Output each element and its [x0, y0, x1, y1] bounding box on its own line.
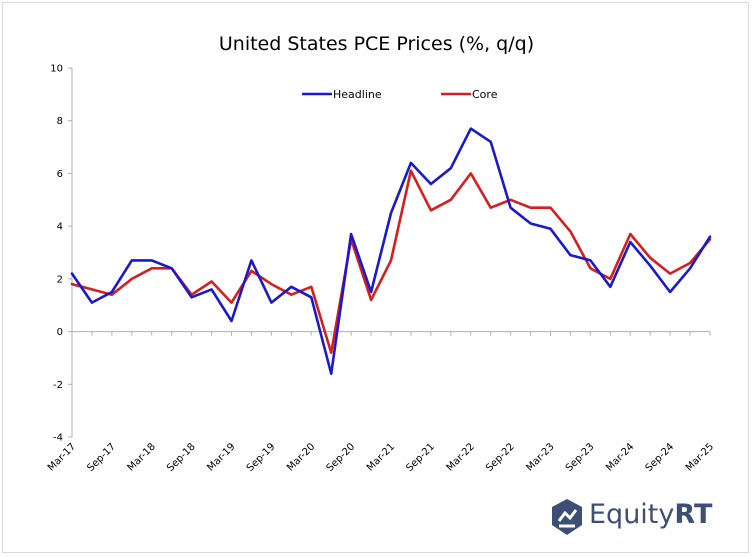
x-tick-label: Sep-17: [85, 441, 118, 474]
x-tick-label: Mar-24: [604, 441, 636, 473]
y-tick-label: 2: [57, 274, 63, 285]
x-tick-label: Mar-19: [205, 441, 237, 473]
y-tick-label: 4: [57, 222, 63, 233]
series-line-core: [70, 169, 712, 355]
y-tick-label: 0: [57, 327, 63, 338]
x-tick-label: Sep-22: [484, 441, 517, 474]
x-tick-label: Mar-21: [365, 441, 397, 473]
x-tick-label: Mar-22: [445, 441, 477, 473]
y-tick-label: 10: [50, 64, 63, 75]
legend: Headline Core: [302, 88, 498, 101]
y-tick-label: -2: [53, 380, 63, 391]
x-tick-label: Sep-18: [165, 441, 198, 474]
series-lines: [70, 127, 712, 376]
legend-label-core: Core: [472, 88, 498, 101]
x-tick-label: Mar-17: [46, 441, 78, 473]
y-tick-label: 8: [57, 116, 63, 127]
legend-label-headline: Headline: [333, 88, 382, 101]
logo-text-main: Equity: [589, 499, 675, 530]
x-axis: Mar-17 Sep-17 Mar-18 Sep-18 Mar-19 Sep-19 Mar-…: [46, 331, 716, 474]
x-tick-label: Mar-18: [126, 441, 158, 473]
x-tick-label: Mar-20: [285, 441, 317, 473]
y-tick-label: -4: [53, 433, 63, 444]
x-tick-label: Mar-25: [684, 441, 716, 473]
equityrt-wordmark: EquityRT: [589, 499, 712, 530]
x-tick-label: Mar-23: [524, 441, 556, 473]
chart-title: United States PCE Prices (%, q/q): [218, 33, 535, 55]
logo-text-bold: RT: [674, 499, 713, 530]
y-tick-label: 6: [57, 169, 63, 180]
x-tick-label: Sep-19: [245, 441, 278, 474]
x-tick-label: Sep-24: [644, 441, 677, 474]
y-axis: -4 -2 0 2 4 6 8 10: [50, 64, 73, 444]
equityrt-shield-icon: [552, 499, 582, 535]
series-line-headline: [70, 127, 712, 376]
equityrt-logo: EquityRT: [549, 497, 729, 537]
x-tick-label: Sep-20: [325, 441, 358, 474]
x-tick-label: Sep-23: [564, 441, 597, 474]
x-tick-label: Sep-21: [404, 441, 437, 474]
